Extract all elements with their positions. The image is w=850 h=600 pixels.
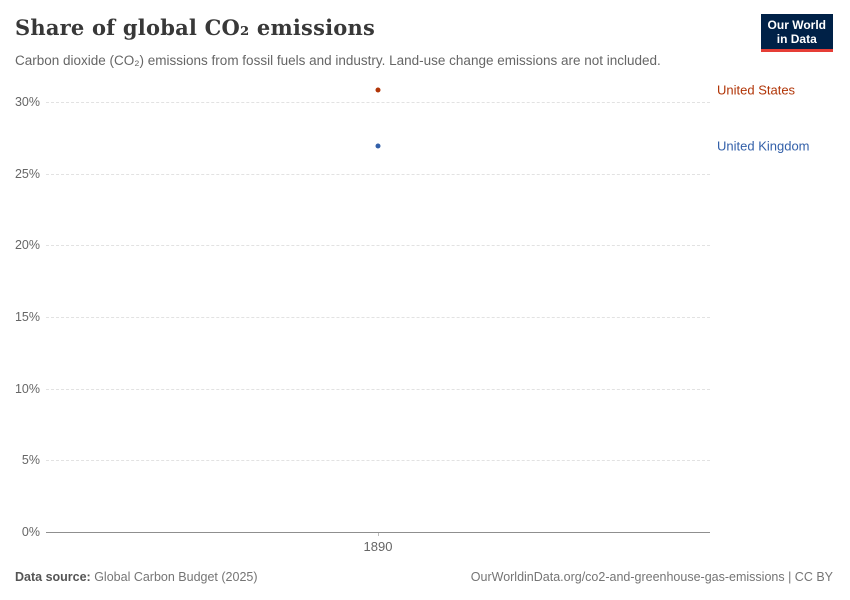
y-tick-label-20: 20% — [14, 238, 40, 253]
x-axis-tick-label: 1890 — [363, 539, 393, 554]
series-label-united-states[interactable]: United States — [717, 82, 796, 98]
y-axis: 0% 5% 10% 15% 20% 25% 30% — [0, 84, 40, 539]
owid-logo[interactable]: Our World in Data — [760, 14, 833, 52]
gridline-10 — [46, 388, 710, 390]
owid-logo-line1: Our World — [767, 18, 826, 32]
y-tick-label-5: 5% — [21, 453, 40, 468]
chart-subtitle: Carbon dioxide (CO₂) emissions from foss… — [15, 53, 661, 68]
y-tick-label-15: 15% — [14, 309, 40, 324]
data-source-label: Data source: — [15, 570, 91, 584]
data-source-value: Global Carbon Budget (2025) — [90, 570, 258, 584]
attribution-link[interactable]: OurWorldinData.org/co2-and-greenhouse-ga… — [470, 570, 833, 584]
gridline-30 — [46, 101, 710, 103]
data-point-united-kingdom[interactable] — [375, 143, 381, 149]
x-axis-tick-mark — [378, 532, 379, 536]
y-tick-label-0: 0% — [21, 525, 40, 539]
owid-logo-line2: in Data — [776, 32, 817, 46]
data-source-note: Data source: Global Carbon Budget (2025) — [15, 570, 258, 584]
y-tick-label-30: 30% — [14, 94, 40, 109]
x-axis-line — [46, 532, 710, 533]
plot-area: United States United Kingdom — [46, 83, 810, 536]
y-tick-label-10: 10% — [14, 381, 40, 396]
gridline-25 — [46, 173, 710, 175]
gridline-5 — [46, 460, 710, 462]
data-point-united-states[interactable] — [375, 87, 381, 93]
gridline-15 — [46, 316, 710, 318]
chart-title: Share of global CO₂ emissions — [15, 15, 375, 40]
gridline-20 — [46, 245, 710, 247]
y-tick-label-25: 25% — [14, 166, 40, 181]
series-label-united-kingdom[interactable]: United Kingdom — [717, 138, 810, 154]
